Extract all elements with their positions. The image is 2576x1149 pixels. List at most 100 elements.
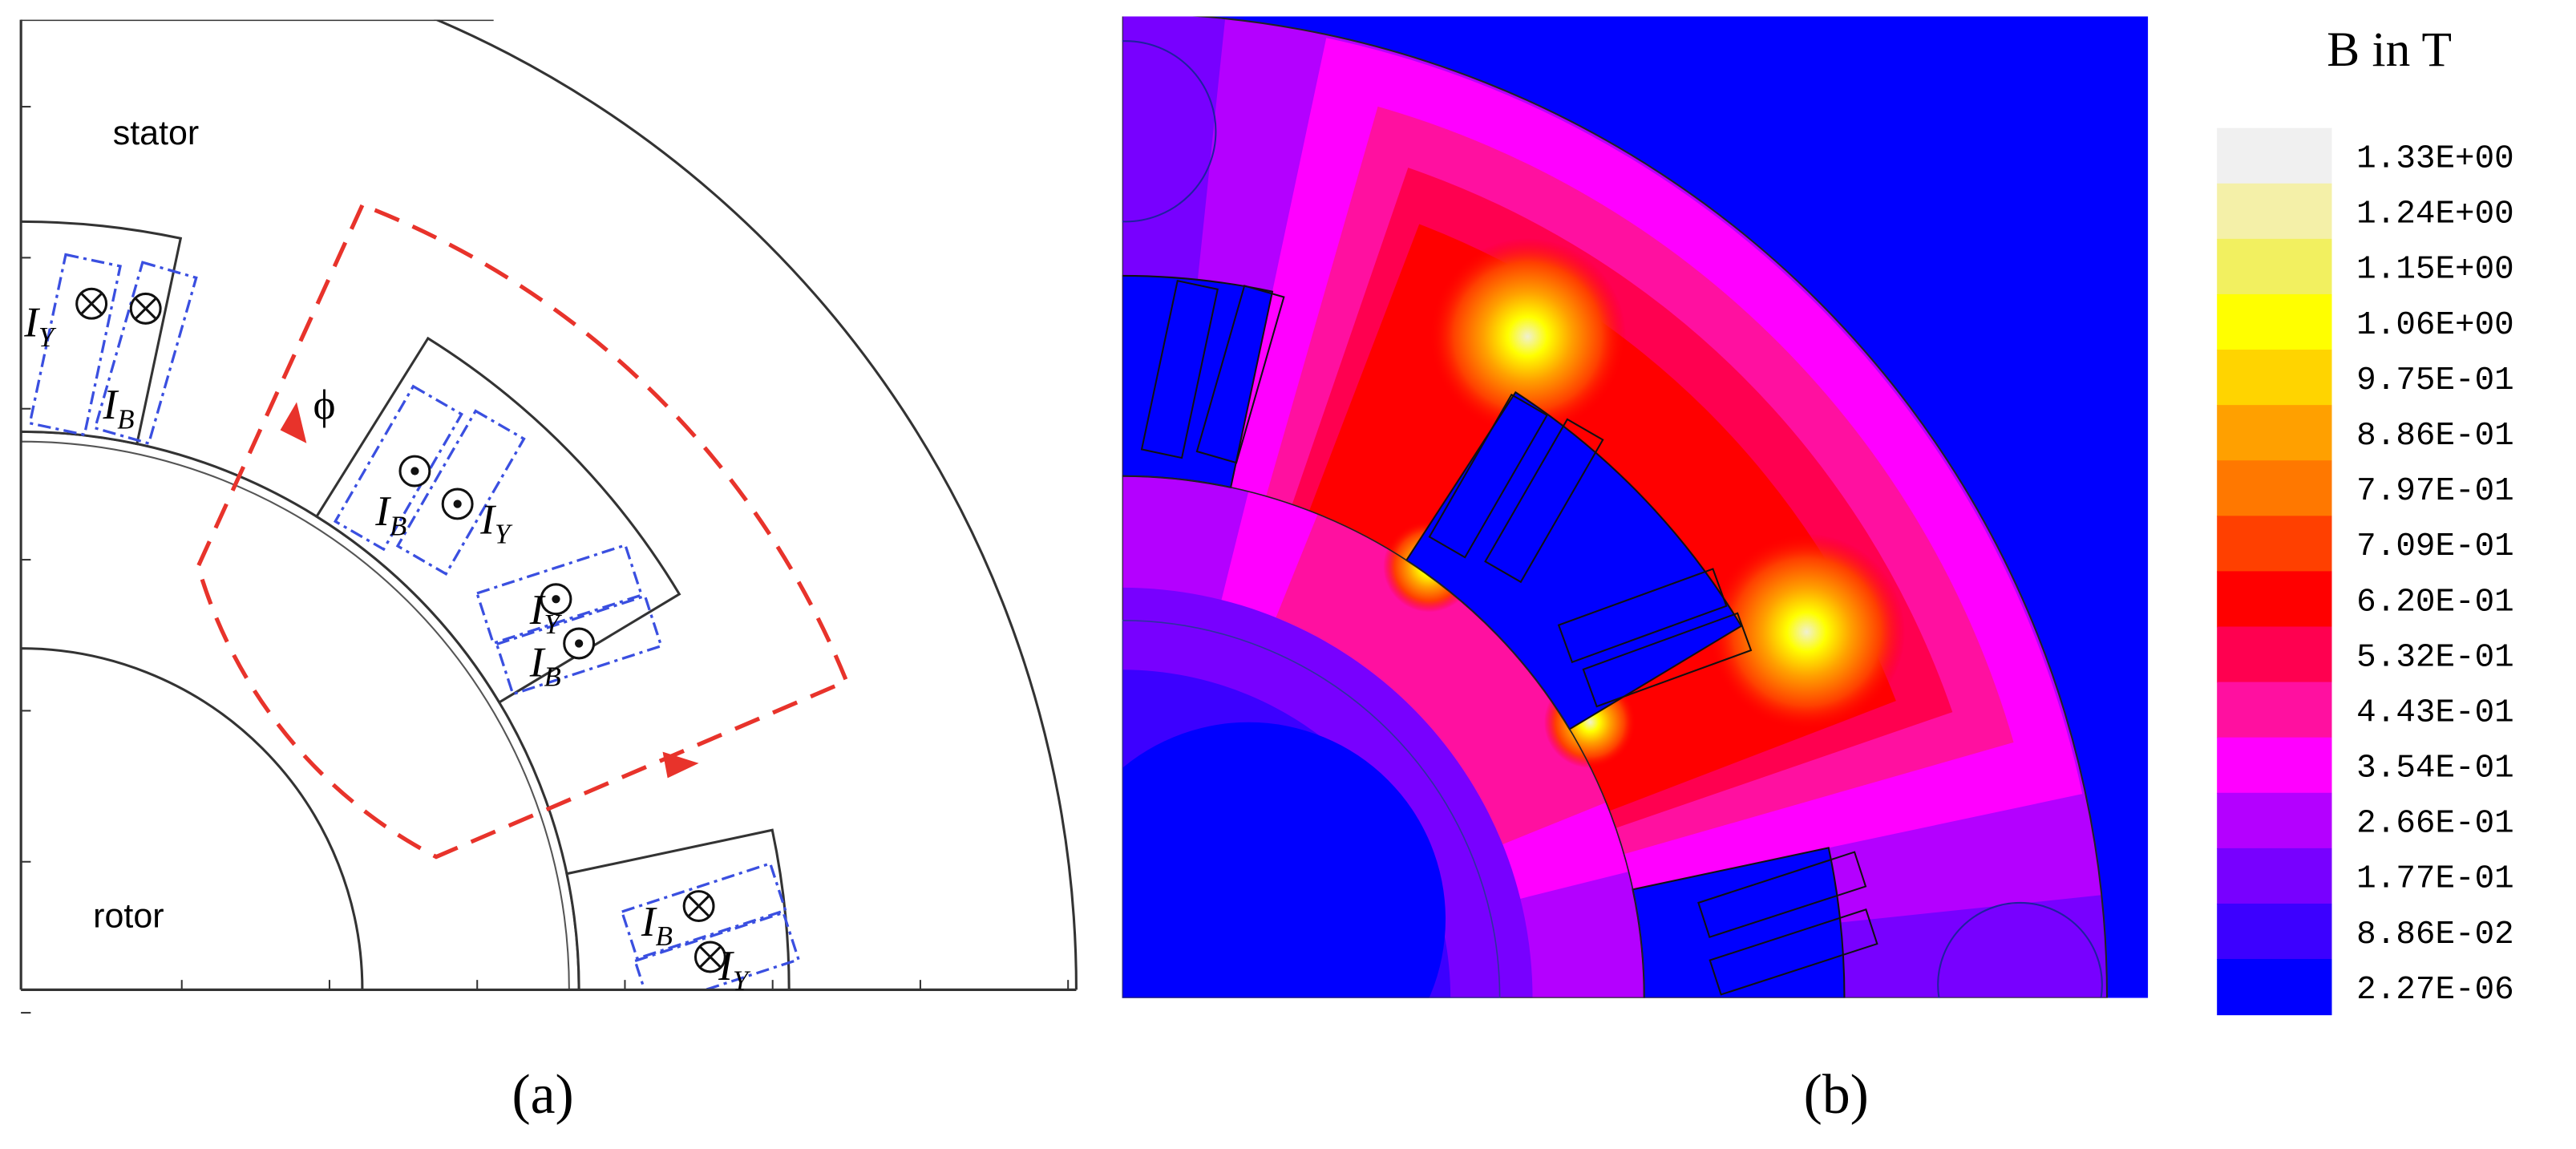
current-subscript: B: [390, 510, 406, 541]
legend-label: 9.75E-01: [2356, 362, 2514, 399]
legend-swatch: [2217, 127, 2332, 184]
panel-b: [1122, 16, 2149, 998]
legend-label: 8.86E-02: [2356, 916, 2514, 953]
legend-label: 1.24E+00: [2356, 196, 2514, 233]
legend-label: 4.43E-01: [2356, 694, 2514, 731]
shaft-edge: [1122, 620, 1501, 998]
legend-swatch: [2217, 405, 2332, 462]
stator-label: stator: [113, 114, 200, 152]
legend-title: B in T: [2327, 22, 2452, 77]
legend-swatch: [2217, 350, 2332, 407]
hotspot: [1708, 533, 1906, 730]
legend-swatch: [2217, 737, 2332, 794]
legend-swatch: [2217, 626, 2332, 683]
coil: [620, 861, 787, 961]
legend-swatch: [2217, 571, 2332, 628]
legend-label: 2.27E-06: [2356, 972, 2514, 1009]
current-symbol: I: [529, 638, 546, 686]
legend-label: 1.06E+00: [2356, 307, 2514, 344]
current-subscript: B: [656, 920, 673, 952]
current-label: IB: [529, 638, 561, 692]
legend-label: 8.86E-01: [2356, 418, 2514, 455]
coil: [1195, 285, 1285, 464]
caption: (b): [1804, 1064, 1869, 1126]
arrow: [280, 402, 307, 443]
current-subscript: B: [544, 661, 560, 693]
legend-swatch: [2217, 848, 2332, 904]
legend-swatch: [2217, 460, 2332, 517]
legend-swatch: [2217, 183, 2332, 240]
coil: [28, 253, 122, 437]
current-label: IB: [641, 898, 673, 952]
arrow: [662, 751, 699, 779]
cross: [80, 293, 103, 315]
legend-swatch: [2217, 903, 2332, 961]
hotspot: [1429, 237, 1627, 435]
rotor-label: rotor: [93, 897, 164, 936]
current-subscript: Y: [495, 519, 513, 550]
current-label: IB: [374, 488, 406, 541]
current-subscript: Y: [733, 965, 751, 996]
legend-swatch: [2217, 959, 2332, 1016]
legend-label: 6.20E-01: [2356, 584, 2514, 621]
dot: [453, 500, 462, 508]
legend-label: 1.15E+00: [2356, 252, 2514, 289]
current-subscript: B: [117, 403, 134, 435]
dot: [410, 467, 419, 475]
current-label: IY: [529, 586, 563, 640]
legend-label: 1.33E+00: [2356, 141, 2514, 178]
cross: [135, 297, 157, 320]
current-subscript: Y: [544, 609, 562, 640]
legend-swatch: [2217, 792, 2332, 849]
legend-swatch: [2217, 682, 2332, 738]
current-label: IY: [718, 942, 751, 996]
legend-swatch: [2217, 238, 2332, 295]
coil: [395, 409, 526, 576]
cross: [699, 946, 722, 968]
flux-symbol: ϕ: [313, 381, 335, 428]
slot: [1632, 847, 1846, 998]
coil: [1428, 393, 1548, 559]
current-symbol: I: [479, 496, 496, 543]
coil: [1697, 851, 1867, 939]
flux-path: [196, 202, 850, 860]
legend-swatch: [2217, 516, 2332, 572]
coil: [93, 261, 198, 446]
cross: [688, 895, 710, 917]
legend-label: 2.66E-01: [2356, 806, 2514, 843]
dot: [552, 595, 560, 604]
coil: [1484, 418, 1604, 584]
dot: [575, 639, 584, 648]
coil: [1140, 279, 1219, 459]
legend-label: 1.77E-01: [2356, 861, 2514, 898]
panel-a: [21, 19, 1078, 990]
legend-label: 7.09E-01: [2356, 528, 2514, 565]
current-symbol: I: [374, 488, 391, 535]
legend-label: 5.32E-01: [2356, 639, 2514, 676]
current-symbol: I: [529, 586, 546, 633]
current-label: IY: [479, 496, 513, 549]
rotor-edge: [1122, 475, 1645, 998]
current-symbol: I: [718, 942, 734, 989]
field: [1122, 722, 1446, 998]
hole: [1937, 901, 2103, 998]
current-symbol: I: [102, 381, 119, 428]
legend-swatch: [2217, 293, 2332, 351]
coil: [1557, 568, 1728, 664]
coil: [1582, 612, 1753, 708]
legend-label: 3.54E-01: [2356, 750, 2514, 787]
shaft: [21, 647, 364, 990]
coil: [1709, 908, 1878, 996]
field: [1276, 514, 1607, 844]
hole: [1122, 40, 1217, 223]
current-symbol: I: [641, 898, 657, 945]
current-label: IY: [23, 299, 57, 353]
current-symbol: I: [23, 299, 40, 346]
slot: [565, 828, 791, 990]
current-label: IB: [102, 381, 134, 435]
current-subscript: Y: [38, 322, 57, 353]
legend-label: 7.97E-01: [2356, 473, 2514, 510]
caption: (a): [512, 1064, 573, 1126]
